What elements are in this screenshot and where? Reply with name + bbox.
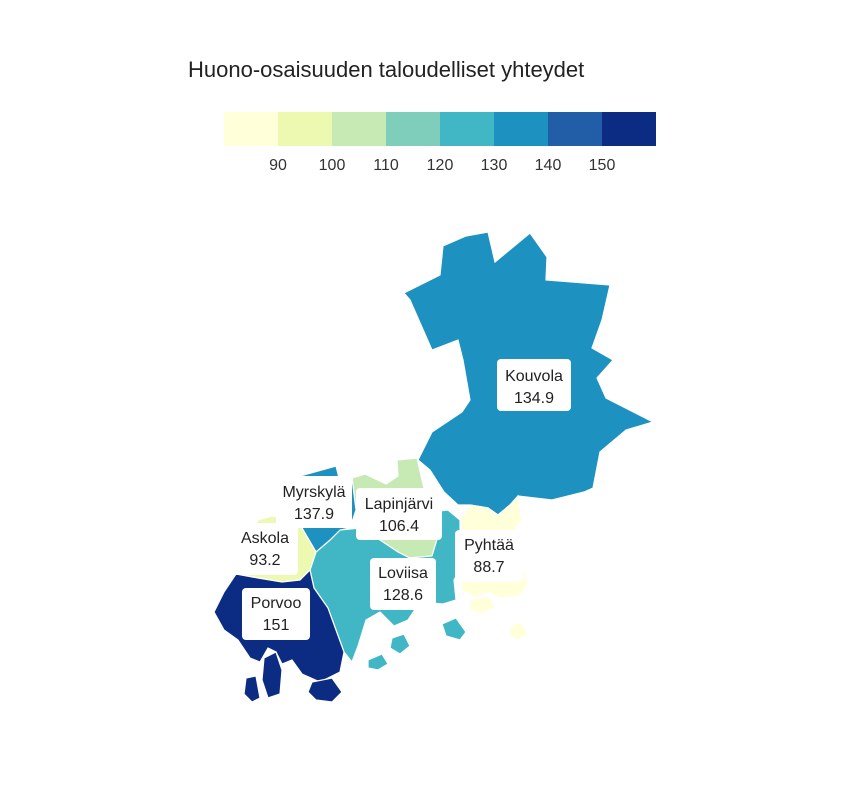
label-lapinjarvi: Lapinjärvi 106.4 (356, 488, 442, 540)
legend-swatch (494, 112, 548, 146)
region-value: 88.7 (473, 559, 504, 576)
region-name: Porvoo (251, 595, 302, 612)
legend-swatch (224, 112, 278, 146)
region-name: Lapinjärvi (365, 496, 433, 513)
legend-swatch (440, 112, 494, 146)
label-box (455, 530, 523, 582)
region-name: Pyhtää (464, 537, 514, 554)
region-loviisa-island (367, 653, 389, 671)
region-name: Kouvola (505, 368, 563, 385)
legend-swatch (386, 112, 440, 146)
legend-tick-label: 100 (319, 157, 346, 174)
label-porvoo: Porvoo 151 (242, 588, 310, 640)
region-pyhtaa-island (509, 621, 529, 641)
region-value: 134.9 (514, 390, 554, 407)
region-value: 106.4 (379, 518, 419, 535)
legend-tick-label: 110 (373, 157, 399, 174)
legend-tick-label: 120 (427, 157, 454, 174)
label-box (370, 558, 436, 610)
region-loviisa-island (389, 633, 411, 655)
region-porvoo-island (261, 651, 283, 699)
map-title: Huono-osaisuuden taloudelliset yhteydet (188, 57, 584, 82)
label-loviisa: Loviisa 128.6 (370, 558, 436, 610)
region-labels: Kouvola 134.9 Myrskylä 137.9 Lapinjärvi … (232, 359, 571, 640)
label-myrskyla: Myrskylä 137.9 (276, 476, 352, 528)
label-box (232, 523, 298, 575)
region-value: 128.6 (383, 587, 423, 604)
legend-tick-label: 90 (269, 157, 287, 174)
region-value: 137.9 (294, 506, 334, 523)
legend-swatch (278, 112, 332, 146)
label-box (497, 359, 571, 411)
region-name: Myrskylä (282, 484, 345, 501)
region-name: Askola (241, 530, 289, 547)
legend-swatch (332, 112, 386, 146)
legend-tick-label: 130 (481, 157, 508, 174)
region-value: 93.2 (249, 552, 280, 569)
region-value: 151 (263, 617, 290, 634)
legend-tick-label: 150 (589, 157, 616, 174)
color-legend: 90 100 110 120 130 140 150 (224, 112, 656, 174)
region-porvoo-island (243, 675, 261, 703)
label-askola: Askola 93.2 (232, 523, 298, 575)
label-box (242, 588, 310, 640)
label-kouvola: Kouvola 134.9 (497, 359, 571, 411)
region-loviisa-island (441, 617, 467, 641)
region-name: Loviisa (378, 565, 428, 582)
region-pyhtaa-island (469, 595, 497, 615)
legend-swatch (548, 112, 602, 146)
legend-swatch (602, 112, 656, 146)
region-porvoo-island (307, 677, 343, 703)
label-box (356, 488, 442, 540)
legend-tick-label: 140 (535, 157, 562, 174)
label-pyhtaa: Pyhtää 88.7 (455, 530, 523, 582)
label-box (276, 476, 352, 528)
